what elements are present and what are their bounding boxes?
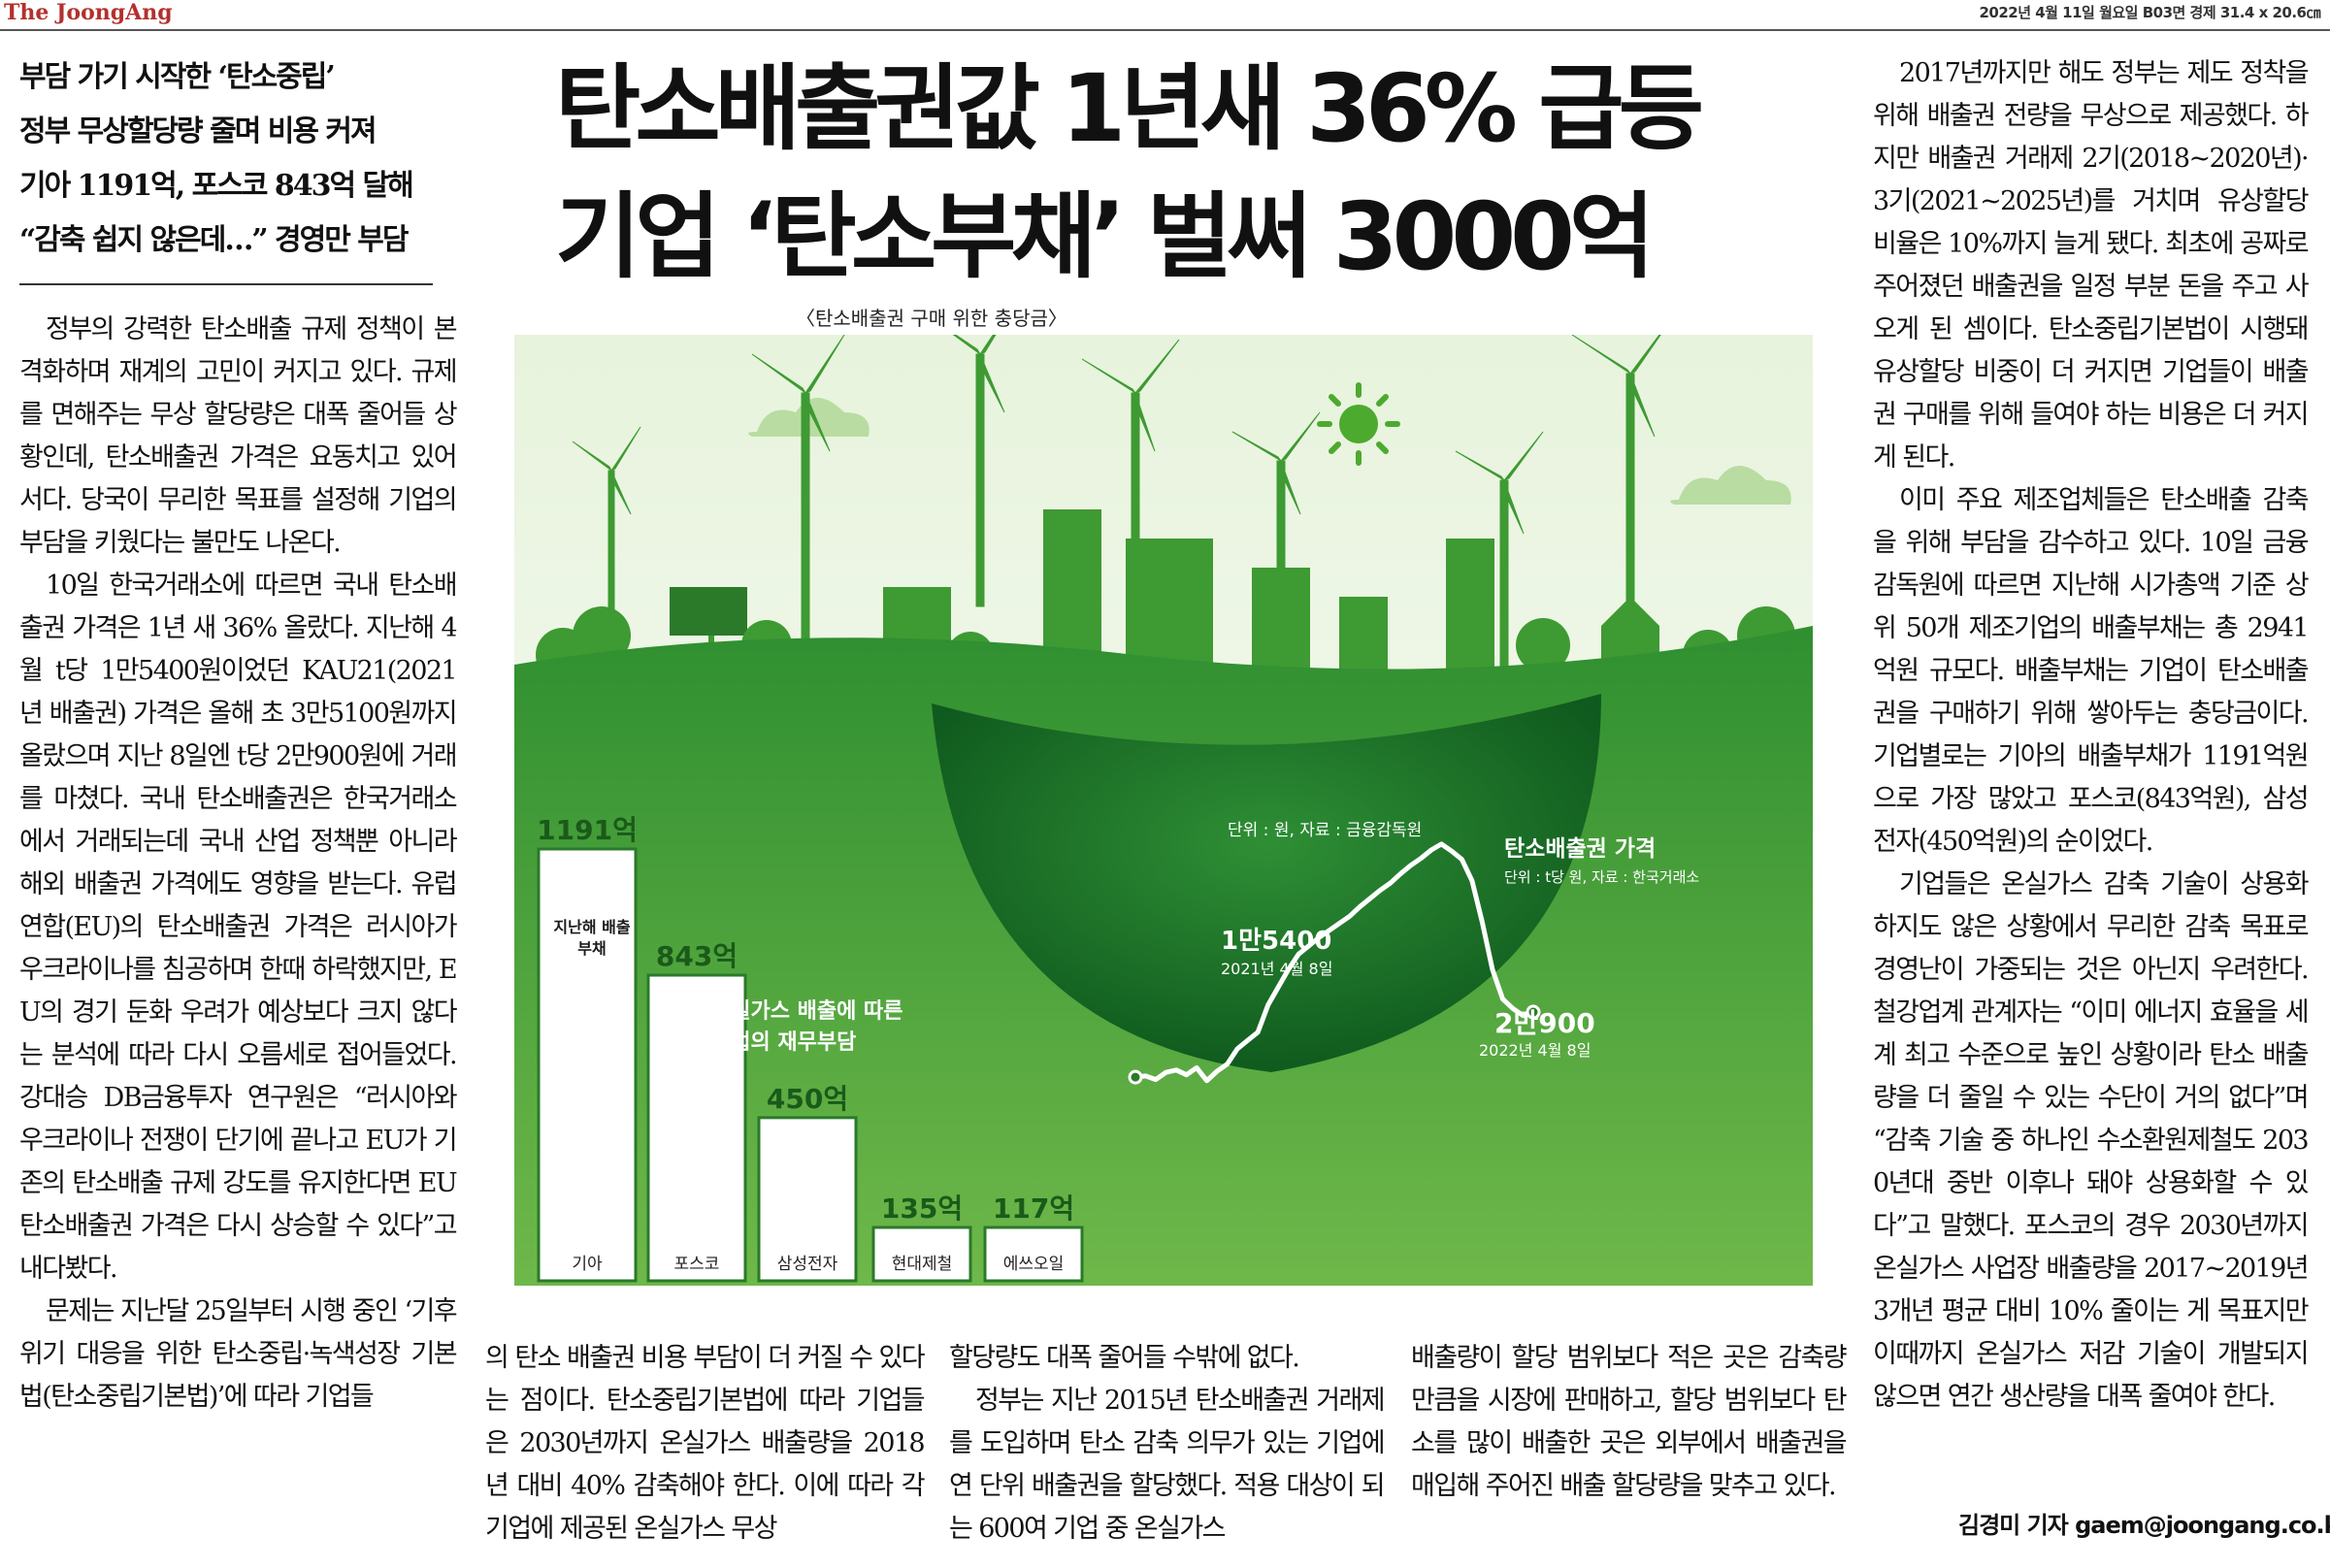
paragraph: 기업들은 온실가스 감축 기술이 상용화하지도 않은 상황에서 무리한 감축 목…	[1873, 869, 2310, 1412]
bar-value-label: 450억	[767, 1083, 848, 1115]
paragraph: 정부는 지난 2015년 탄소배출권 거래제를 도입하며 탄소 감축 의무가 있…	[949, 1386, 1386, 1544]
bar-value-label: 117억	[993, 1192, 1074, 1225]
bar	[646, 973, 747, 1283]
bar	[757, 1116, 858, 1283]
line-end-date: 2022년 4월 8일	[1479, 1041, 1592, 1060]
bar	[537, 847, 638, 1283]
bar-category-label: 현대제철	[892, 1255, 953, 1274]
line-end-value: 2만900	[1494, 1007, 1595, 1039]
bar-chart-unit-note: 단위 : 원, 자료 : 금융감독원	[1228, 821, 1423, 840]
subheadline-rule	[19, 283, 433, 285]
bar	[871, 1225, 972, 1283]
cloud-icon	[1670, 466, 1791, 505]
bar-series-label: 지난해 배출부채	[553, 918, 631, 958]
bar	[983, 1225, 1084, 1283]
subheadline: 정부 무상할당량 줄며 비용 커져	[19, 114, 377, 148]
graphic-caption: 〈탄소배출권 구매 위한 충당금〉	[796, 307, 1067, 330]
article-column-3: 할당량도 대폭 줄어들 수밖에 없다. 정부는 지난 2015년 탄소배출권 거…	[949, 1337, 1386, 1551]
paragraph: 의 탄소 배출권 비용 부담이 더 커질 수 있다는 점이다. 탄소중립기본법에…	[485, 1343, 926, 1544]
bar-chart-title: 온실가스 배출에 따른 기업의 재무부담	[711, 999, 903, 1055]
globe	[932, 694, 1601, 1072]
bar-value-label: 135억	[881, 1192, 963, 1225]
sun-icon	[1317, 382, 1400, 466]
paragraph: 배출량이 할당 범위보다 적은 곳은 감축량만큼을 시장에 판매하고, 할당 범…	[1411, 1343, 1848, 1501]
article-column-5: 2017년까지만 해도 정부는 제도 정착을 위해 배출권 전량을 무상으로 제…	[1873, 52, 2310, 1419]
top-rule	[0, 29, 2330, 31]
paragraph: 정부의 강력한 탄소배출 규제 정책이 본격화하며 재계의 고민이 커지고 있다…	[19, 314, 458, 558]
page-info: 2022년 4월 11일 월요일 B03면 경제 31.4 x 20.6㎝	[1979, 4, 2320, 21]
paragraph: 이미 주요 제조업체들은 탄소배출 감축을 위해 부담을 감수하고 있다. 10…	[1873, 485, 2310, 857]
bar-category-label: 에쓰오일	[1003, 1255, 1065, 1274]
article-column-2: 의 탄소 배출권 비용 부담이 더 커질 수 있다는 점이다. 탄소중립기본법에…	[485, 1337, 926, 1551]
end-point	[1526, 1004, 1541, 1020]
subheadline-block: 부담 가기 시작한 ‘탄소중립’ 정부 무상할당량 줄며 비용 커져 기아 11…	[19, 50, 437, 268]
line-chart	[1128, 841, 1541, 1085]
bar-value-label: 1191억	[537, 814, 638, 846]
bar-category-label: 삼성전자	[777, 1255, 838, 1274]
price-line	[1134, 841, 1534, 1084]
line-start-value: 1만5400	[1221, 927, 1332, 956]
article-column-4: 배출량이 할당 범위보다 적은 곳은 감축량만큼을 시장에 판매하고, 할당 범…	[1411, 1337, 1848, 1508]
paragraph: 할당량도 대폭 줄어들 수밖에 없다.	[949, 1343, 1300, 1373]
line-chart-title: 탄소배출권 가격	[1504, 836, 1657, 862]
subheadline: “감축 쉽지 않은데…” 경영만 부담	[19, 223, 410, 257]
subheadline: 기아 1191억, 포스코 843억 달해	[19, 169, 414, 203]
paragraph: 2017년까지만 해도 정부는 제도 정착을 위해 배출권 전량을 무상으로 제…	[1873, 58, 2310, 473]
bar-category-label: 포스코	[674, 1255, 720, 1274]
wind-turbine-icons	[572, 335, 1661, 675]
headline-line: 기업 ‘탄소부채’ 벌써 3000억	[555, 182, 1655, 291]
line-start-date: 2021년 4월 8일	[1221, 960, 1333, 978]
bar-category-label: 기아	[572, 1255, 603, 1274]
paragraph: 문제는 지난달 25일부터 시행 중인 ‘기후위기 대응을 위한 탄소중립·녹색…	[19, 1296, 458, 1412]
subheadline: 부담 가기 시작한 ‘탄소중립’	[19, 60, 336, 94]
headline-line: 탄소배출권값 1년새 36% 급등	[555, 54, 1704, 163]
masthead-logo: The JoongAng	[4, 0, 173, 25]
line-chart-unit-note: 단위 : t당 원, 자료 : 한국거래소	[1504, 868, 1700, 886]
article-column-1: 정부의 강력한 탄소배출 규제 정책이 본격화하며 재계의 고민이 커지고 있다…	[19, 309, 458, 1419]
start-point	[1128, 1069, 1143, 1085]
byline: 김경미 기자 gaem@joongang.co.kr	[1958, 1512, 2330, 1539]
bar-value-label: 843억	[656, 940, 738, 972]
paragraph: 10일 한국거래소에 따르면 국내 탄소배출권 가격은 1년 새 36% 올랐다…	[19, 571, 458, 1284]
headline: 탄소배출권값 1년새 36% 급등 기업 ‘탄소부채’ 벌써 3000억	[555, 45, 1797, 301]
